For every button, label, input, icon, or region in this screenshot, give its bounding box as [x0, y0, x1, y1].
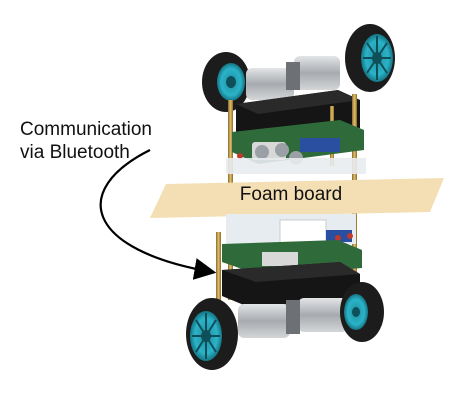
- top-motors: [246, 56, 340, 100]
- communication-label-line2: via Bluetooth: [20, 142, 130, 163]
- bottom-right-wheel: [340, 282, 384, 342]
- foam-board: [150, 178, 444, 218]
- upper-pcb: [226, 120, 366, 174]
- bottom-motors: [238, 298, 348, 338]
- foam-board-label: Foam board: [239, 184, 343, 205]
- communication-label: Communication via Bluetooth: [20, 118, 152, 164]
- communication-label-line1: Communication: [20, 119, 152, 140]
- bluetooth-arrow: [99, 149, 217, 280]
- bottom-left-wheel: [186, 298, 238, 370]
- top-left-wheel: [202, 52, 250, 112]
- top-right-wheel: [345, 24, 395, 92]
